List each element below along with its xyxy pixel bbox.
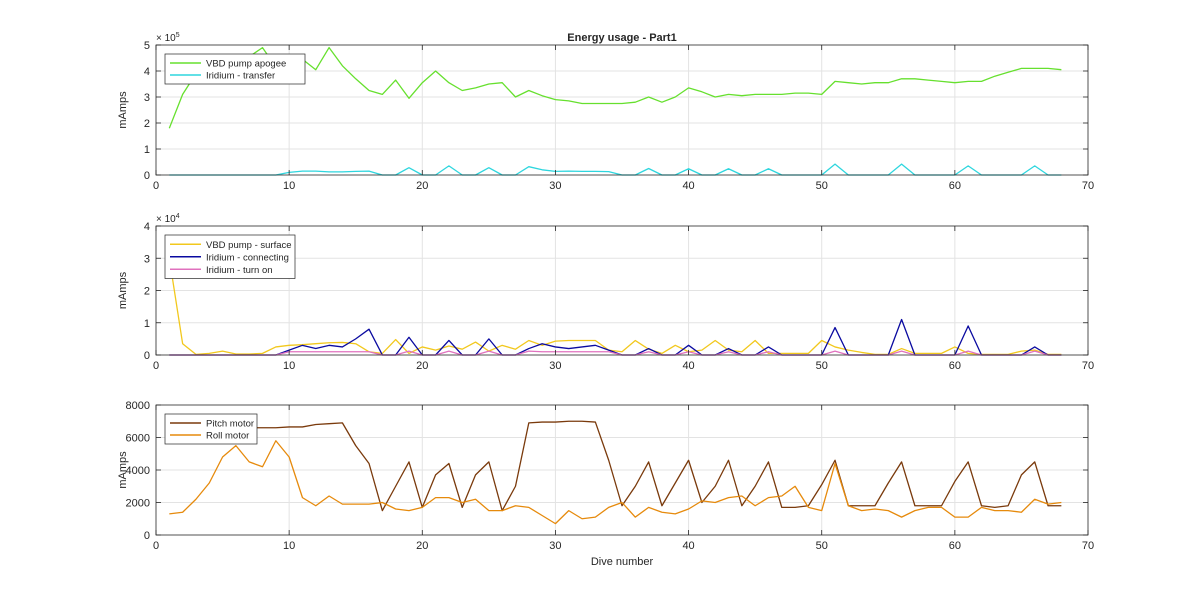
legend-entry: VBD pump - surface <box>206 240 292 251</box>
legend-entry: Iridium - transfer <box>206 71 275 82</box>
x-tick-label: 50 <box>816 180 828 192</box>
y-tick-label: 2000 <box>126 498 150 510</box>
x-tick-label: 60 <box>949 360 961 372</box>
legend-entry: Pitch motor <box>206 419 254 430</box>
legend-box <box>164 413 258 445</box>
x-tick-label: 20 <box>416 540 428 552</box>
legend-entry: Iridium - connecting <box>206 252 289 263</box>
x-tick-label: 40 <box>682 360 694 372</box>
series-line-vbd-pump-surface <box>168 258 1062 356</box>
x-tick-label: 20 <box>416 360 428 372</box>
y-tick-label: 4 <box>144 221 150 233</box>
y-exponent-label: × 104 <box>156 213 180 225</box>
x-tick-label: 30 <box>549 180 561 192</box>
y-tick-label: 1 <box>144 144 150 156</box>
y-exponent-power: 4 <box>176 213 180 220</box>
y-axis-label: mAmps <box>117 451 129 489</box>
legend-box <box>164 53 306 85</box>
y-tick-label: 1 <box>144 318 150 330</box>
y-tick-label: 5 <box>144 40 150 52</box>
series-line-pitch-motor <box>235 420 1062 512</box>
legend-entry: VBD pump apogee <box>206 59 286 70</box>
y-tick-label: 4000 <box>126 465 150 477</box>
x-tick-label: 70 <box>1082 540 1094 552</box>
legend-entry: Roll motor <box>206 431 249 442</box>
x-tick-label: 0 <box>153 360 159 372</box>
x-tick-label: 20 <box>416 180 428 192</box>
series-line-roll-motor <box>169 440 1062 525</box>
chart-title: Energy usage - Part1 <box>567 32 676 44</box>
y-exponent-base: × 10 <box>156 214 176 225</box>
x-tick-label: 10 <box>283 180 295 192</box>
series-line-iridium-connecting <box>169 318 1062 356</box>
y-tick-label: 0 <box>144 350 150 362</box>
x-axis-label: Dive number <box>591 556 654 568</box>
x-tick-label: 10 <box>283 360 295 372</box>
y-tick-label: 2 <box>144 286 150 298</box>
chart-panel-3: 0 10 20 30 40 50 60 70 0 2000 4000 6000 8000 mAmps Div… <box>117 400 1094 568</box>
x-tick-label: 10 <box>283 540 295 552</box>
y-tick-label: 6000 <box>126 433 150 445</box>
y-exponent-power: 5 <box>176 32 180 39</box>
x-tick-label: 30 <box>549 360 561 372</box>
x-tick-label: 0 <box>153 540 159 552</box>
y-tick-label: 0 <box>144 170 150 182</box>
y-tick-label: 4 <box>144 66 150 78</box>
x-tick-label: 60 <box>949 540 961 552</box>
x-tick-label: 70 <box>1082 360 1094 372</box>
series-line-iridium-transfer <box>169 163 1062 176</box>
legend-entry: Iridium - turn on <box>206 265 273 276</box>
y-tick-label: 0 <box>144 530 150 542</box>
x-tick-label: 60 <box>949 180 961 192</box>
y-tick-label: 8000 <box>126 400 150 412</box>
y-tick-label: 3 <box>144 253 150 265</box>
x-tick-label: 50 <box>816 540 828 552</box>
axes-box <box>155 44 1089 176</box>
series-line-iridium-turn-on <box>169 350 1062 356</box>
x-tick-label: 70 <box>1082 180 1094 192</box>
series-line-vbd-pump-apogee <box>168 46 1062 129</box>
x-tick-label: 40 <box>682 540 694 552</box>
y-axis-label: mAmps <box>117 271 129 309</box>
x-tick-label: 40 <box>682 180 694 192</box>
y-axis-label: mAmps <box>117 91 129 129</box>
y-exponent-label: × 105 <box>156 32 180 44</box>
x-tick-label: 0 <box>153 180 159 192</box>
y-tick-label: 3 <box>144 92 150 104</box>
y-tick-label: 2 <box>144 118 150 130</box>
y-exponent-base: × 10 <box>156 33 176 44</box>
x-tick-label: 50 <box>816 360 828 372</box>
x-tick-label: 30 <box>549 540 561 552</box>
